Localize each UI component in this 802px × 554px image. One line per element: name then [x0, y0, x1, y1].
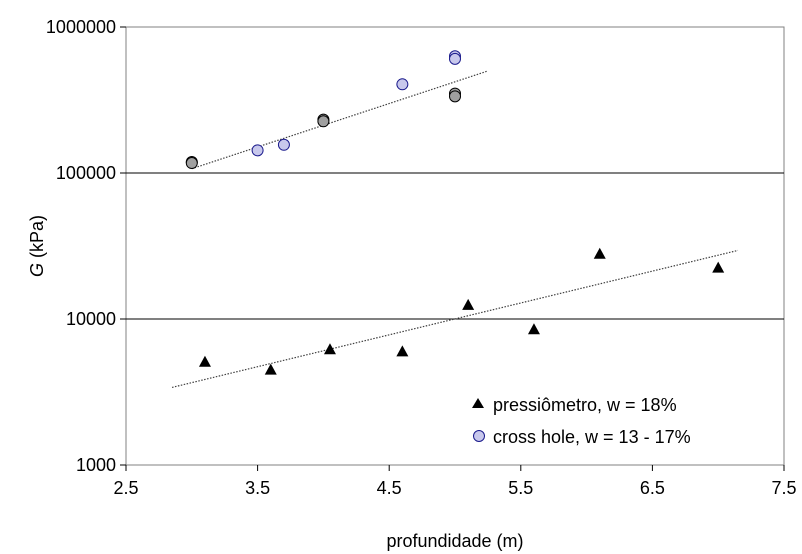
y-axis-title-symbol: G [27, 263, 47, 277]
data-point-circle [317, 115, 330, 128]
data-point-triangle [323, 343, 336, 355]
data-point-triangle [712, 261, 725, 273]
x-tick-label: 7.5 [771, 478, 796, 498]
y-tick-label: 1000000 [46, 17, 116, 37]
legend-marker-triangle [472, 398, 484, 408]
data-point-triangle [396, 345, 409, 357]
y-tick-label: 100000 [56, 163, 116, 183]
x-tick-label: 3.5 [245, 478, 270, 498]
data-point-circle [185, 157, 198, 170]
legend-label-cross-hole: cross hole, w = 13 - 17% [493, 427, 691, 447]
legend-marker-circle [473, 430, 485, 442]
y-axis-title: G (kPa) [27, 215, 47, 277]
trendline [191, 70, 489, 170]
data-point-circle [277, 138, 290, 151]
x-axis-title: profundidade (m) [386, 531, 523, 551]
legend-label-pressiometro: pressiômetro, w = 18% [493, 395, 677, 415]
y-tick-label: 10000 [66, 309, 116, 329]
data-point-triangle [462, 298, 475, 310]
x-tick-label: 4.5 [377, 478, 402, 498]
legend: pressiômetro, w = 18% cross hole, w = 13… [472, 395, 691, 447]
x-axis-ticks: 2.5 3.5 4.5 5.5 6.5 7.5 [113, 465, 797, 498]
data-point-circle [396, 78, 409, 91]
data-points [185, 50, 725, 375]
x-tick-label: 2.5 [113, 478, 138, 498]
data-point-circle [251, 144, 264, 157]
y-axis-title-unit: (kPa) [27, 215, 47, 263]
data-point-triangle [527, 323, 540, 335]
y-axis-ticks: 1000 10000 100000 1000000 [46, 17, 784, 475]
data-point-circle [449, 90, 461, 103]
data-point-triangle [264, 363, 277, 375]
data-point-triangle [198, 355, 211, 367]
y-tick-label: 1000 [76, 455, 116, 475]
trendline [171, 249, 739, 388]
x-tick-label: 6.5 [640, 478, 665, 498]
trendlines [171, 70, 739, 388]
data-point-circle [449, 52, 461, 65]
data-point-triangle [593, 247, 606, 259]
x-tick-label: 5.5 [508, 478, 533, 498]
